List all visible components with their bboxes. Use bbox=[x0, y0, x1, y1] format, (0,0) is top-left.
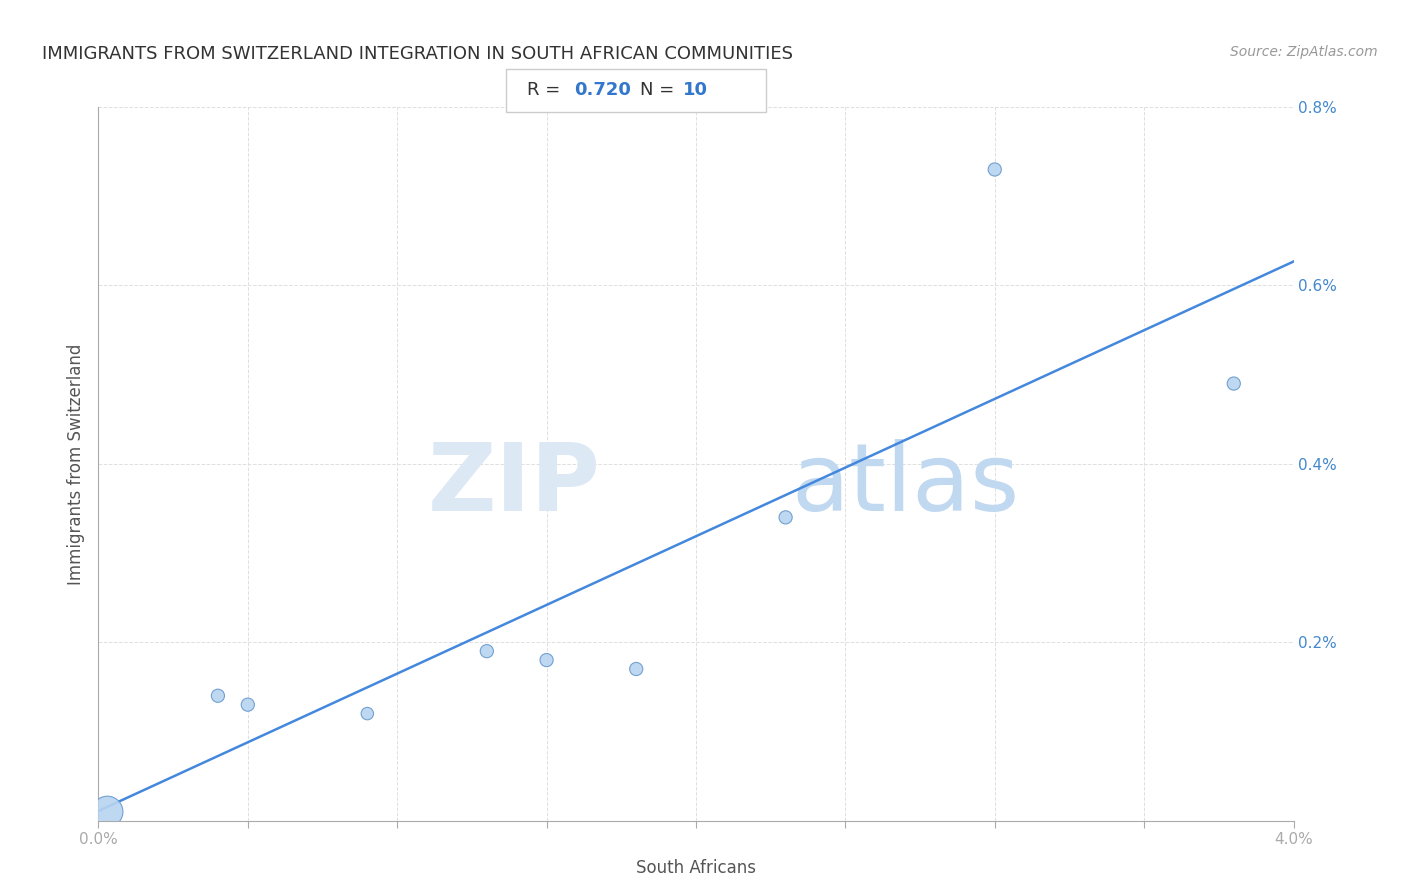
X-axis label: South Africans: South Africans bbox=[636, 859, 756, 877]
Point bbox=[96, 805, 118, 819]
Point bbox=[775, 510, 797, 524]
Point bbox=[207, 689, 229, 703]
Point bbox=[626, 662, 648, 676]
Text: 10: 10 bbox=[683, 81, 709, 99]
Point bbox=[536, 653, 558, 667]
Y-axis label: Immigrants from Switzerland: Immigrants from Switzerland bbox=[66, 343, 84, 584]
Text: IMMIGRANTS FROM SWITZERLAND INTEGRATION IN SOUTH AFRICAN COMMUNITIES: IMMIGRANTS FROM SWITZERLAND INTEGRATION … bbox=[42, 45, 793, 62]
Point bbox=[1223, 376, 1246, 391]
Text: ZIP: ZIP bbox=[427, 439, 600, 532]
Text: atlas: atlas bbox=[792, 439, 1019, 532]
Text: N =: N = bbox=[640, 81, 679, 99]
Text: R =: R = bbox=[527, 81, 567, 99]
Point bbox=[475, 644, 498, 658]
Text: Source: ZipAtlas.com: Source: ZipAtlas.com bbox=[1230, 45, 1378, 59]
Point bbox=[356, 706, 378, 721]
Point bbox=[236, 698, 259, 712]
Text: 0.720: 0.720 bbox=[574, 81, 630, 99]
Point bbox=[984, 162, 1007, 177]
